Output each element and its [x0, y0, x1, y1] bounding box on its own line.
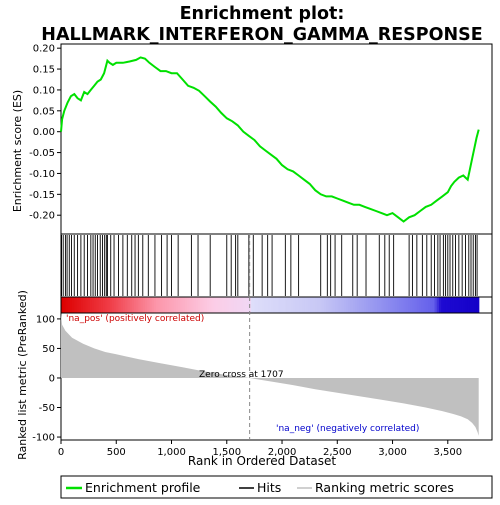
x-tick-label: 0 — [58, 447, 64, 458]
es-y-tick-label: 0.10 — [33, 85, 55, 96]
metric-y-tick-label: -100 — [32, 433, 55, 444]
es-y-axis-label: Enrichment score (ES) — [11, 90, 24, 212]
metric-y-tick-label: -50 — [39, 403, 55, 414]
chart-title-line-2: HALLMARK_INTERFERON_GAMMA_RESPONSE — [41, 25, 482, 45]
metric-y-axis-label: Ranked list metric (PreRanked) — [16, 290, 29, 460]
legend-ranking-label: Ranking metric scores — [315, 480, 454, 495]
hits-panel-frame — [61, 234, 492, 297]
x-axis-label: Rank in Ordered Dataset — [188, 454, 336, 468]
es-y-tick-label: 0.05 — [33, 106, 55, 117]
x-tick-label: 500 — [107, 447, 126, 458]
es-y-tick-label: 0.00 — [33, 127, 55, 138]
x-tick-label: 1,000 — [157, 447, 186, 458]
x-tick-label: 3,500 — [433, 447, 462, 458]
color-bar-segment — [477, 297, 480, 313]
es-y-tick-label: -0.15 — [29, 190, 55, 201]
legend-hits-label: Hits — [257, 480, 281, 495]
es-y-tick-label: -0.05 — [29, 148, 55, 159]
chart-title-line-1: Enrichment plot: — [180, 4, 345, 24]
metric-y-tick-label: 50 — [42, 344, 55, 355]
es-y-tick-label: -0.20 — [29, 211, 55, 222]
x-tick-label: 3,000 — [378, 447, 407, 458]
legend-enrichment-label: Enrichment profile — [85, 480, 201, 495]
ranking-color-bar — [61, 297, 479, 313]
es-y-tick-label: 0.15 — [33, 65, 55, 76]
metric-y-tick-label: 0 — [49, 373, 55, 384]
metric-y-tick-label: 100 — [36, 314, 55, 325]
es-y-tick-label: -0.10 — [29, 169, 55, 180]
na-neg-annotation: 'na_neg' (negatively correlated) — [276, 424, 419, 434]
na-pos-annotation: 'na_pos' (positively correlated) — [66, 314, 204, 324]
es-y-tick-label: 0.20 — [33, 44, 55, 55]
zero-cross-annotation: Zero cross at 1707 — [199, 370, 284, 380]
